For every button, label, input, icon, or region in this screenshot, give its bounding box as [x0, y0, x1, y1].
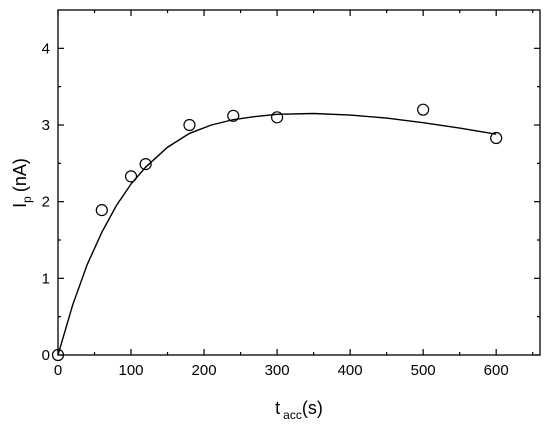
x-axis-title-unit: (s) — [302, 398, 323, 418]
y-tick-label: 4 — [42, 40, 50, 57]
data-point — [139, 158, 152, 171]
fit-curve — [57, 112, 497, 356]
y-tick-label: 3 — [42, 117, 50, 134]
data-point — [417, 103, 430, 116]
x-tick-label: 100 — [119, 362, 144, 379]
data-point — [183, 118, 196, 132]
y-axis-title: Ip (nA) — [10, 158, 34, 208]
x-tick-label: 300 — [265, 362, 290, 379]
x-axis-title: t acc(s) — [275, 398, 323, 422]
points-layer — [51, 103, 503, 362]
fit-layer — [57, 112, 497, 356]
plot-frame — [57, 9, 541, 356]
data-point — [490, 131, 503, 145]
y-axis-title-sub: p — [20, 196, 34, 203]
y-axis-title-unit: (nA) — [10, 158, 30, 192]
y-tick-label: 1 — [42, 270, 50, 287]
data-point — [95, 204, 108, 217]
x-axis-title-sub: acc — [283, 408, 302, 422]
x-tick-label: 0 — [54, 362, 62, 379]
x-tick-label: 200 — [192, 362, 217, 379]
data-point — [227, 109, 240, 122]
y-tick-label: 2 — [42, 194, 50, 211]
y-tick-label: 0 — [42, 347, 50, 364]
x-tick-label: 500 — [411, 362, 436, 379]
y-axis-title-main: I — [10, 203, 30, 208]
ticks-layer: 0 100 200 300 400 500 600 0 1 2 3 4 — [42, 10, 540, 379]
data-point — [124, 170, 138, 183]
data-point — [270, 111, 284, 124]
x-tick-label: 600 — [484, 362, 509, 379]
x-axis-title-main: t — [275, 398, 280, 418]
x-tick-label: 400 — [338, 362, 363, 379]
